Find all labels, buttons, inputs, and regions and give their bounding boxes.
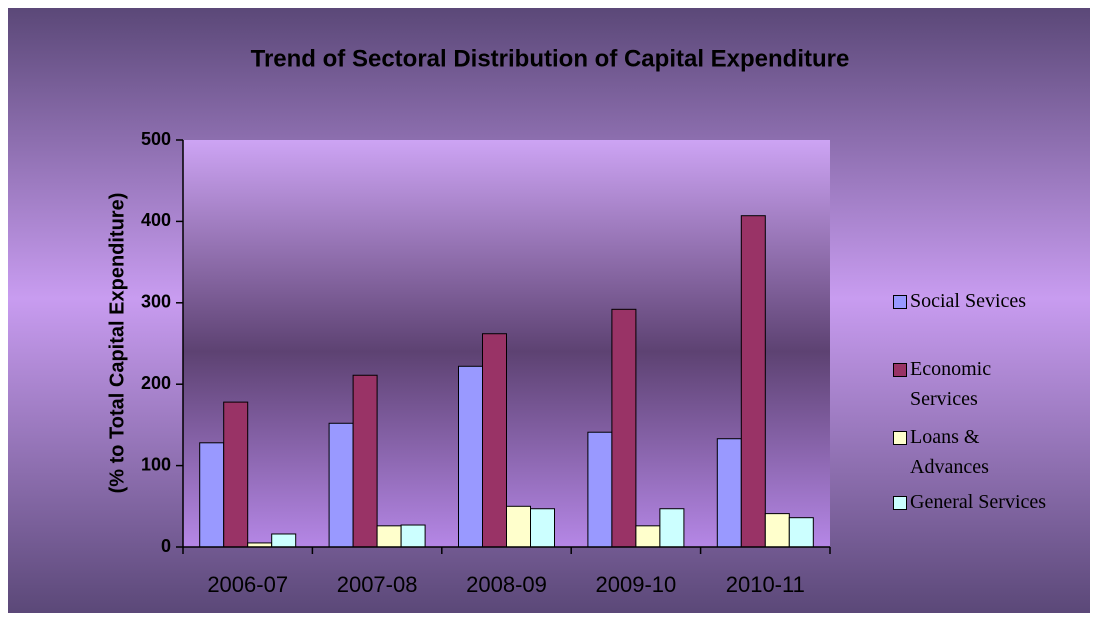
chart-title: Trend of Sectoral Distribution of Capita… [251,45,850,72]
bar [659,508,685,548]
x-tick-label: 2008-09 [466,572,547,597]
y-tick-label: 0 [161,536,171,556]
legend-label: General Services [910,491,1047,513]
legend-label: Social Sevices [910,290,1027,312]
y-tick-label: 300 [141,292,171,312]
bar [199,442,225,548]
bar [458,365,483,548]
y-tick-label: 100 [141,454,171,474]
bar [740,215,766,548]
bar [223,401,249,548]
legend-label: Economic Services [910,358,992,410]
x-tick-label: 2010-11 [726,572,805,597]
bar [611,308,637,548]
x-tick-label: 2006-07 [207,572,288,597]
bar [271,533,297,548]
bar [530,508,555,548]
y-axis-label: (% to Total Capital Expenditure) [106,193,128,494]
legend-swatch [893,295,907,309]
bar [482,333,507,548]
bar [376,525,402,548]
y-tick-label: 200 [141,373,171,393]
bar [587,431,613,548]
bar [352,374,378,548]
legend-swatch [893,363,907,377]
legend-label: Loans & Advances [910,426,989,478]
legend-swatch [893,431,907,445]
bar [328,422,354,548]
x-tick-label: 2007-08 [337,572,418,597]
bar [764,513,790,548]
x-tick-label: 2009-10 [596,572,677,597]
y-tick-label: 400 [141,210,171,230]
bar [635,525,661,548]
bar [400,524,426,548]
bar [716,438,742,548]
bar [788,517,814,548]
y-tick-label: 500 [141,129,171,149]
legend-swatch [893,496,907,510]
bar [506,505,531,548]
